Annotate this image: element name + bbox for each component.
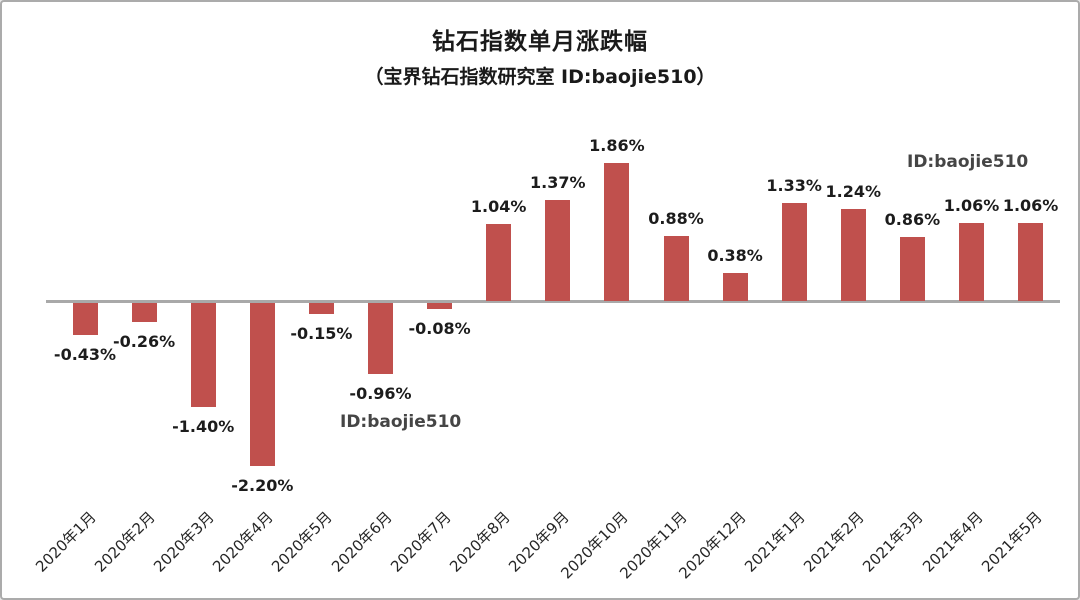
- bar-2020年4月: [249, 303, 275, 466]
- bar-2021年3月: [899, 237, 925, 301]
- bar-2021年2月: [840, 209, 866, 301]
- data-label: -2.20%: [231, 476, 294, 495]
- bar-2021年5月: [1018, 223, 1044, 301]
- bar-2021年4月: [959, 223, 984, 301]
- watermark-mid-left: ID:baojie510: [340, 412, 462, 432]
- data-label: 1.24%: [825, 182, 882, 201]
- chart-subtitle: （宝界钻石指数研究室 ID:baojie510）: [364, 66, 716, 88]
- bar-2020年1月: [72, 303, 98, 335]
- bar-2020年8月: [486, 224, 512, 301]
- data-label: 1.06%: [1002, 196, 1059, 215]
- data-label: 1.33%: [766, 176, 822, 195]
- data-label: 0.88%: [648, 209, 704, 228]
- data-label: 0.86%: [884, 210, 941, 229]
- data-label: -0.43%: [53, 345, 117, 364]
- bar-2020年9月: [545, 200, 571, 301]
- data-label: -0.08%: [408, 319, 471, 338]
- data-label: 1.06%: [943, 196, 1000, 215]
- bar-2020年6月: [368, 303, 393, 374]
- data-label: 1.86%: [589, 136, 645, 155]
- chart-title: 钻石指数单月涨跌幅: [432, 29, 648, 55]
- x-axis-line: [46, 300, 1060, 303]
- bar-2020年2月: [131, 303, 157, 322]
- data-label: 1.37%: [530, 173, 586, 192]
- data-label: -1.40%: [172, 417, 235, 436]
- watermark-top-right: ID:baojie510: [907, 152, 1029, 172]
- data-label: 1.04%: [470, 197, 527, 216]
- bar-2020年12月: [722, 273, 748, 301]
- data-label: -0.96%: [349, 384, 412, 403]
- bar-2020年11月: [663, 236, 689, 301]
- data-label: 0.38%: [707, 246, 763, 265]
- data-label: -0.15%: [290, 324, 353, 343]
- bar-2020年10月: [604, 163, 630, 301]
- bar-2020年7月: [427, 303, 453, 309]
- bar-2020年5月: [308, 303, 334, 314]
- data-label: -0.26%: [113, 332, 176, 351]
- bar-2021年1月: [781, 203, 807, 301]
- bar-2020年3月: [190, 303, 216, 407]
